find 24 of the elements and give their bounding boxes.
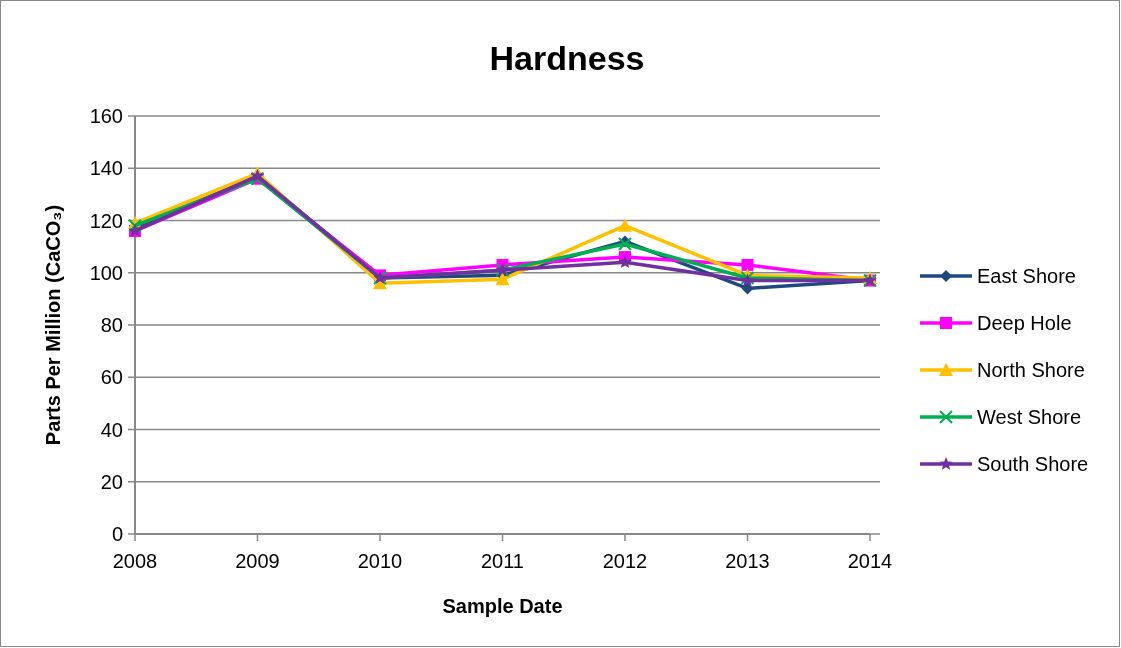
y-tick-label: 80 bbox=[100, 314, 123, 336]
y-tick-label: 20 bbox=[100, 470, 123, 493]
x-tick-label: 2009 bbox=[235, 550, 280, 572]
y-tick-label: 100 bbox=[89, 261, 123, 284]
legend-label: West Shore bbox=[977, 406, 1082, 428]
x-tick-label: 2013 bbox=[725, 550, 770, 572]
legend-label: East Shore bbox=[977, 265, 1076, 287]
y-tick-label: 140 bbox=[89, 157, 123, 180]
y-tick-label: 40 bbox=[100, 418, 123, 441]
y-axis-title: Parts Per Million (CaCO₃) bbox=[42, 204, 64, 446]
y-tick-label: 120 bbox=[89, 209, 123, 232]
x-tick-label: 2011 bbox=[480, 550, 525, 572]
x-axis-title: Sample Date bbox=[442, 595, 563, 617]
y-tick-label: 0 bbox=[111, 523, 123, 545]
legend-label: North Shore bbox=[977, 359, 1085, 381]
y-tick-label: 160 bbox=[89, 105, 123, 127]
x-tick-label: 2014 bbox=[847, 550, 893, 572]
x-tick-label: 2008 bbox=[112, 550, 158, 572]
x-tick-label: 2010 bbox=[357, 550, 403, 572]
legend-label: Deep Hole bbox=[977, 312, 1072, 334]
y-tick-label: 60 bbox=[100, 366, 123, 389]
x-tick-label: 2012 bbox=[602, 550, 648, 572]
chart-title: Hardness bbox=[489, 39, 645, 77]
legend-label: South Shore bbox=[977, 453, 1089, 475]
